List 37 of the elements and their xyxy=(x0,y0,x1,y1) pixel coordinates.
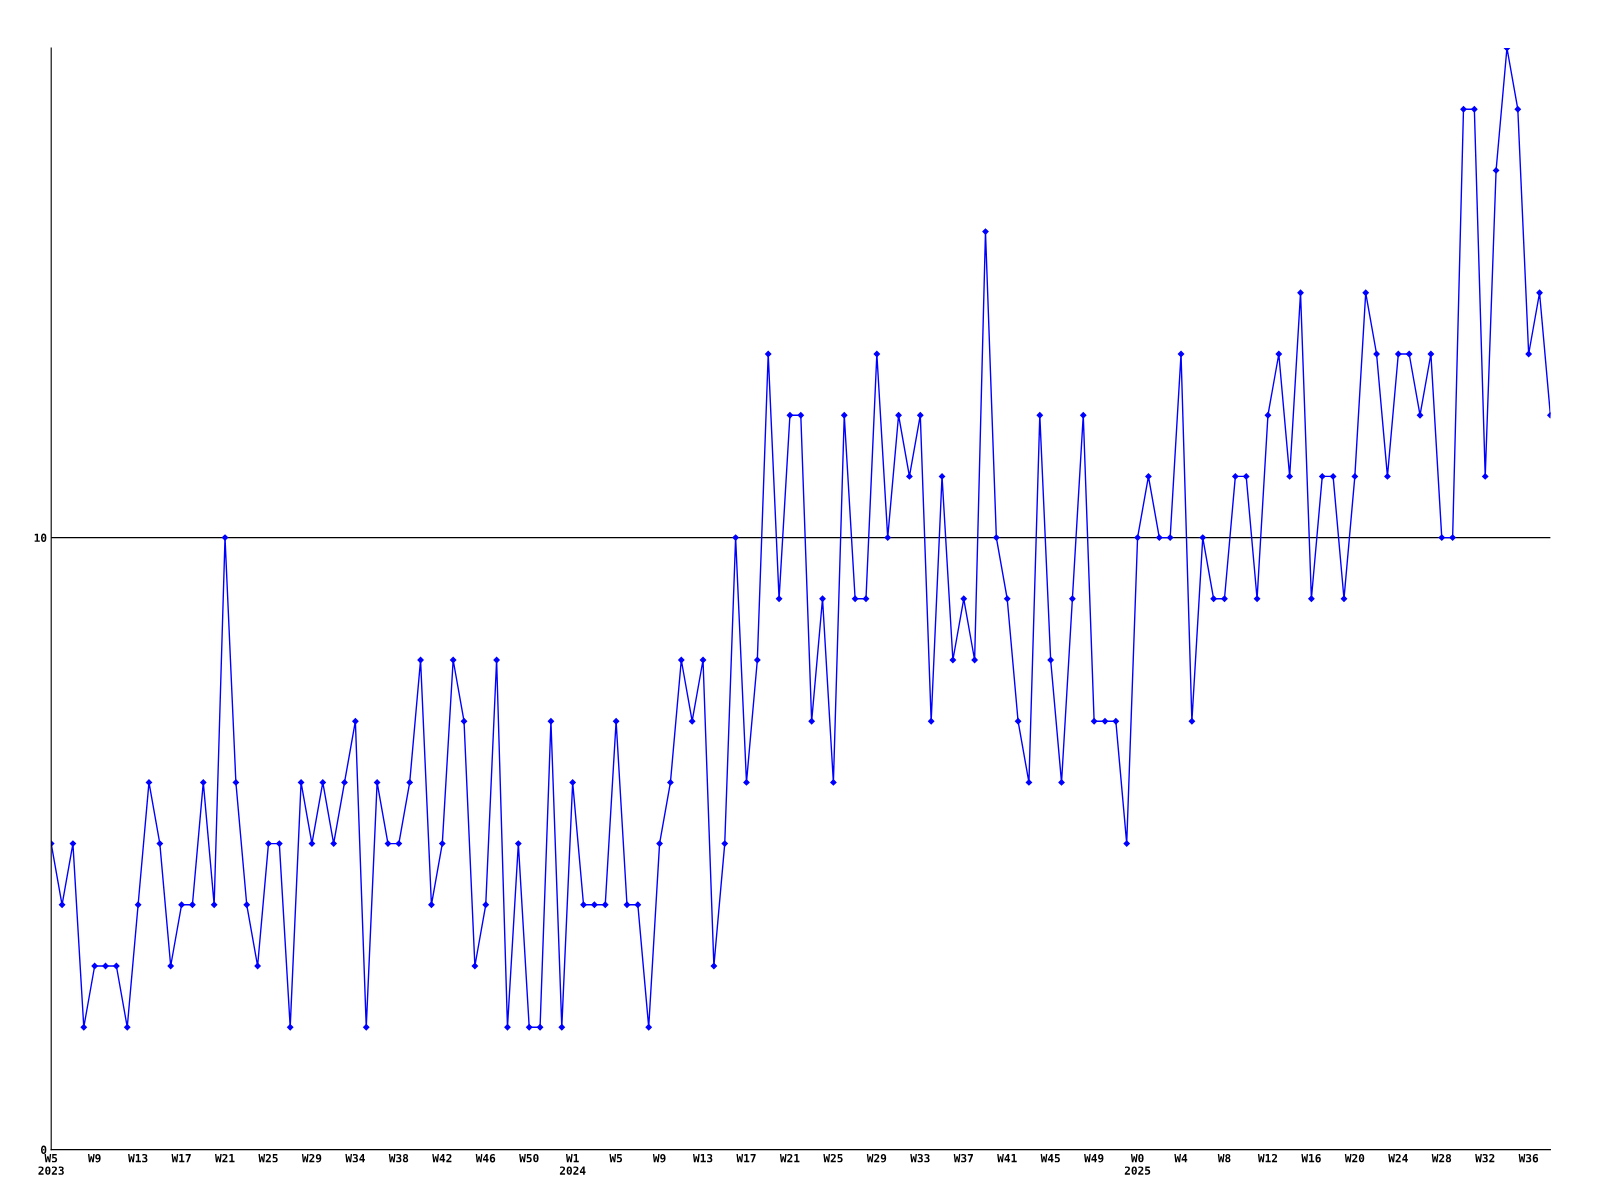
x-tick-label: W25 xyxy=(823,1153,843,1163)
x-tick-label: W34 xyxy=(345,1153,365,1163)
x-tick-label: W17 xyxy=(171,1154,191,1163)
x-tick-label: W5 2023 xyxy=(38,1154,64,1175)
x-tick-label: W12 xyxy=(1257,1153,1278,1163)
x-tick-label: W28 xyxy=(1431,1153,1452,1163)
x-tick-label: W49 xyxy=(1084,1154,1104,1163)
x-tick-label: W25 xyxy=(258,1153,278,1163)
x-tick-label: W29 xyxy=(866,1153,887,1163)
x-tick-label: W9 xyxy=(652,1154,666,1163)
x-tick-label: W50 xyxy=(519,1153,539,1163)
x-tick-label: W37 xyxy=(953,1153,973,1163)
y-tick-label: 0 xyxy=(41,1145,47,1154)
x-tick-label: W4 xyxy=(1174,1154,1188,1163)
x-tick-label: W29 xyxy=(301,1153,322,1163)
x-tick-label: W8 xyxy=(1217,1153,1231,1163)
x-tick-label: W9 xyxy=(87,1154,101,1163)
x-tick-label: W17 xyxy=(736,1154,756,1163)
x-tick-label: W20 xyxy=(1344,1153,1365,1163)
x-tick-label: W33 xyxy=(910,1153,930,1163)
x-tick-label: W0 2025 xyxy=(1124,1153,1151,1175)
x-tick-label: W32 xyxy=(1475,1153,1495,1163)
x-tick-label: W36 xyxy=(1518,1153,1539,1163)
x-tick-label: W41 xyxy=(997,1154,1017,1163)
x-tick-label: W13 xyxy=(692,1153,713,1163)
y-tick-label: 10 xyxy=(34,533,47,542)
x-tick-label: W16 xyxy=(1301,1153,1321,1163)
x-tick-label: W24 xyxy=(1388,1153,1408,1163)
x-tick-label: W46 xyxy=(475,1153,496,1163)
x-tick-label: W1 2024 xyxy=(559,1154,586,1175)
x-tick-label: W21 xyxy=(779,1153,800,1163)
x-tick-label: W5 xyxy=(609,1154,623,1163)
x-tick-label: W42 xyxy=(432,1153,452,1163)
x-tick-label: W13 xyxy=(128,1153,148,1163)
x-tick-label: W21 xyxy=(214,1153,235,1163)
x-tick-label: W38 xyxy=(388,1153,409,1163)
x-tick-label: W45 xyxy=(1040,1154,1060,1163)
